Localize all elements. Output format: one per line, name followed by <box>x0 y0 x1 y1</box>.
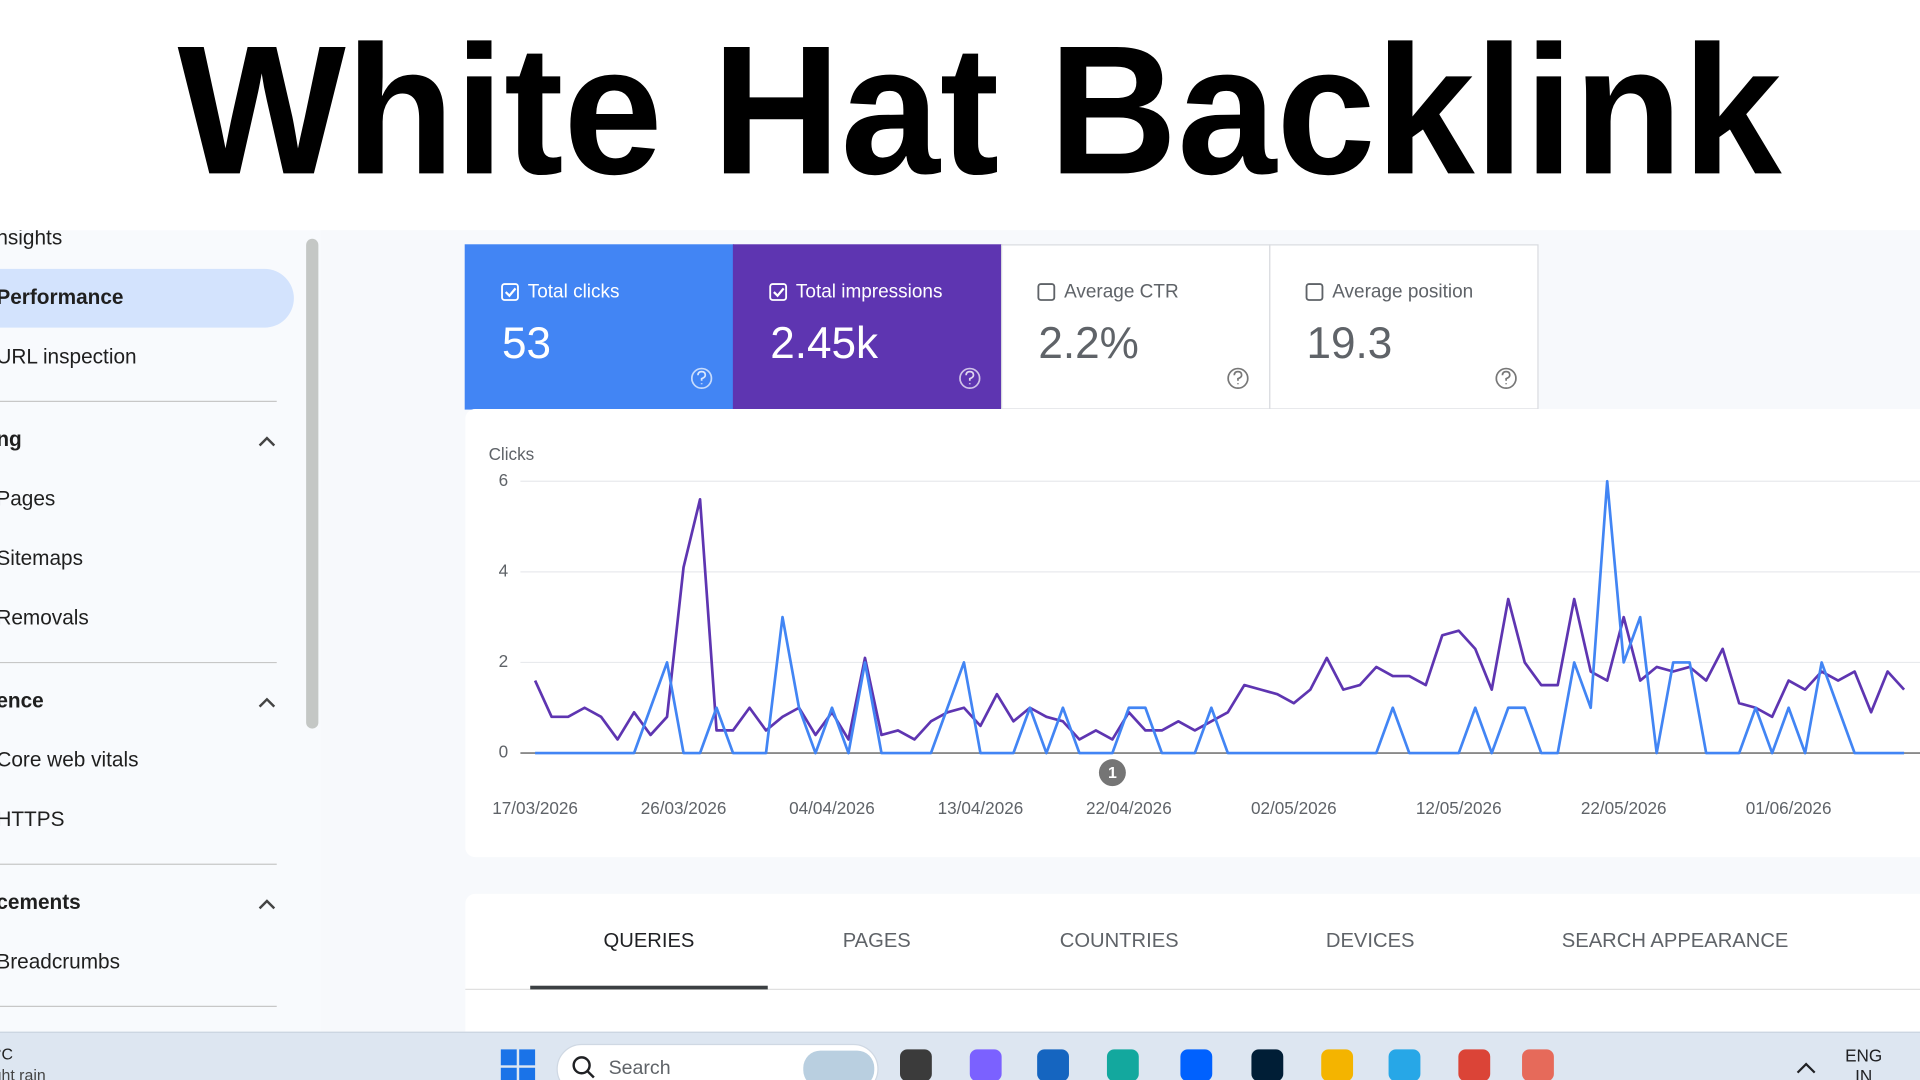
chevron <box>258 436 276 447</box>
search-art <box>803 1050 875 1080</box>
search-box[interactable] <box>556 1043 879 1080</box>
tab[interactable]: SEARCH APPEARANCE <box>1562 930 1789 952</box>
tab[interactable]: DEVICES <box>1326 930 1415 952</box>
nav-item[interactable]: URL inspection <box>0 345 137 368</box>
start-icon[interactable] <box>500 1049 517 1066</box>
metric-label: Total clicks <box>528 282 620 303</box>
checkmark <box>773 287 785 298</box>
annotation-marker[interactable] <box>1098 759 1126 787</box>
taskbar-app[interactable] <box>969 1049 1002 1080</box>
metric-value: 2.45k <box>770 319 879 368</box>
help-icon <box>690 367 713 390</box>
tab[interactable]: QUERIES <box>604 930 695 952</box>
x-tick-label: 13/04/2026 <box>938 798 1024 818</box>
taskbar-app[interactable] <box>1180 1049 1213 1080</box>
tabs-panel <box>465 893 1920 1041</box>
search-icon <box>572 1056 591 1075</box>
metric-card[interactable] <box>1001 244 1271 410</box>
nav-item[interactable]: Core web vitals <box>0 749 138 772</box>
tab-underline <box>530 985 768 990</box>
y-tick-label: 4 <box>499 560 509 580</box>
tray-chevron <box>1796 1062 1816 1074</box>
help-icon <box>1495 367 1517 390</box>
y-tick-label: 6 <box>499 470 509 490</box>
x-tick-label: 01/06/2026 <box>1746 798 1832 818</box>
checkbox <box>769 283 788 301</box>
series-line <box>533 498 1906 741</box>
help-glyph <box>1501 370 1511 385</box>
nav-item[interactable]: Performance <box>0 286 123 309</box>
section-title[interactable]: ence <box>0 689 44 712</box>
help-icon <box>1227 367 1249 390</box>
taskbar-app[interactable] <box>1458 1049 1491 1080</box>
help-glyph <box>1233 370 1243 385</box>
taskbar-app[interactable] <box>1388 1049 1421 1080</box>
nav-item[interactable]: nsights <box>0 226 62 249</box>
weather-temp: °C <box>0 1047 13 1064</box>
chart-panel <box>465 408 1920 858</box>
help-glyph <box>965 370 975 385</box>
language: ENG <box>1845 1045 1882 1065</box>
metric-value: 2.2% <box>1038 319 1138 368</box>
page-title: White Hat Backlink <box>178 7 1783 212</box>
title-band <box>0 0 1920 231</box>
metric-card[interactable] <box>1269 244 1539 410</box>
nav-item[interactable]: Pages <box>0 487 55 510</box>
taskbar <box>0 1032 1920 1080</box>
nav-item[interactable]: Breadcrumbs <box>0 950 120 973</box>
search-text: Search <box>609 1057 671 1079</box>
taskbar-app[interactable] <box>1522 1049 1554 1080</box>
checkbox <box>1305 283 1324 301</box>
x-tick-label: 22/04/2026 <box>1086 798 1172 818</box>
nav-item[interactable]: Sitemaps <box>0 547 83 570</box>
region: IN <box>1855 1066 1872 1080</box>
x-tick-label: 26/03/2026 <box>641 798 727 818</box>
x-tick-label: 02/05/2026 <box>1251 798 1337 818</box>
scrollbar <box>306 238 319 729</box>
help-icon <box>959 367 981 390</box>
chevron <box>258 899 276 910</box>
checkmark <box>504 287 517 298</box>
selected-pill <box>0 268 294 328</box>
start-icon[interactable] <box>500 1067 517 1080</box>
nav-item[interactable]: Removals <box>0 606 89 629</box>
metric-label: Total impressions <box>796 282 943 303</box>
help-glyph <box>697 370 707 385</box>
tab[interactable]: COUNTRIES <box>1060 930 1179 952</box>
checkbox <box>501 283 519 301</box>
x-tick-label: 12/05/2026 <box>1416 798 1502 818</box>
taskbar-app[interactable] <box>1321 1049 1354 1080</box>
x-tick-label: 17/03/2026 <box>492 798 578 818</box>
metric-value: 19.3 <box>1307 319 1393 368</box>
checkbox <box>1037 283 1056 301</box>
metric-label: Average position <box>1332 282 1473 303</box>
sidebar <box>0 220 321 1041</box>
tab[interactable]: PAGES <box>843 930 911 952</box>
taskbar-app[interactable] <box>900 1049 932 1080</box>
taskbar-app[interactable] <box>1251 1049 1284 1080</box>
annotation-label: 1 <box>1108 765 1117 782</box>
search-icon-handle <box>586 1070 595 1079</box>
y-tick-label: 2 <box>499 651 509 671</box>
nav-item[interactable]: HTTPS <box>0 808 64 831</box>
start-icon[interactable] <box>519 1067 536 1080</box>
y-tick-label: 0 <box>499 742 509 762</box>
section-title[interactable]: ng <box>0 428 22 451</box>
taskbar-app[interactable] <box>1037 1049 1069 1080</box>
series-line <box>535 479 1905 755</box>
x-tick-label: 04/04/2026 <box>789 798 875 818</box>
taskbar-app[interactable] <box>1106 1049 1139 1080</box>
metric-value: 53 <box>502 319 551 368</box>
metric-label: Average CTR <box>1064 282 1179 303</box>
metric-card[interactable] <box>464 244 735 410</box>
start-icon[interactable] <box>519 1049 536 1066</box>
x-tick-label: 22/05/2026 <box>1581 798 1667 818</box>
weather-note: ght rain <box>0 1068 46 1080</box>
y-axis-label: Clicks <box>489 444 535 464</box>
chevron <box>258 697 276 708</box>
section-title[interactable]: cements <box>0 891 81 914</box>
